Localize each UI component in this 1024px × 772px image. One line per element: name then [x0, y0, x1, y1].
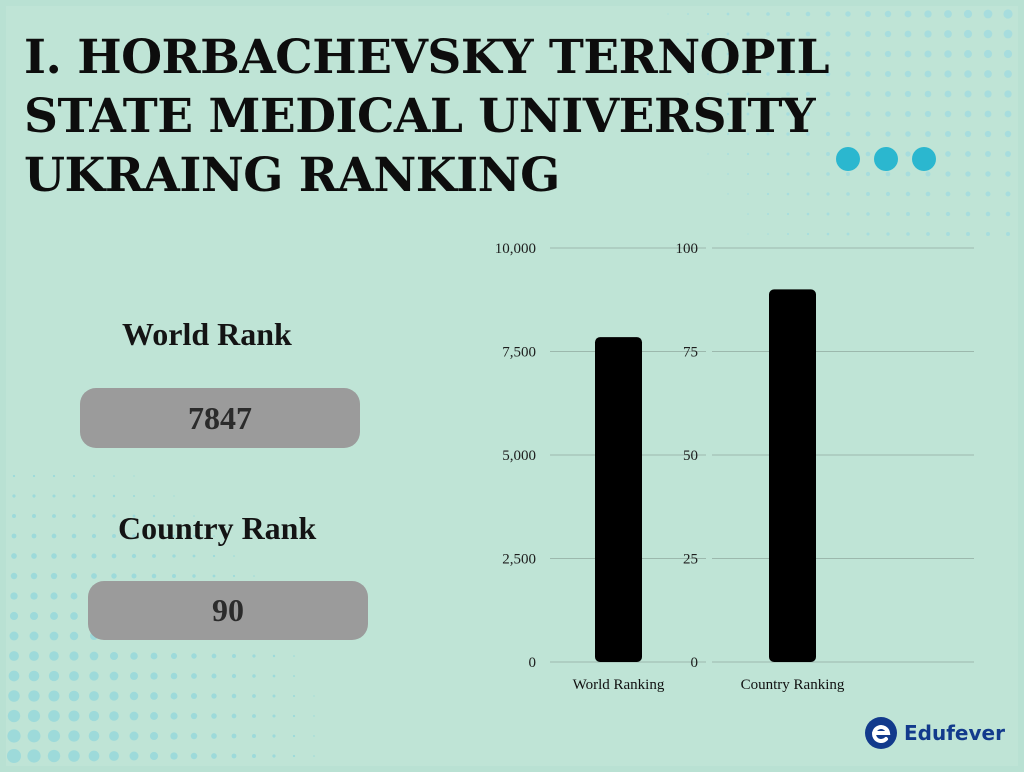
bar: [595, 337, 642, 662]
y-tick-label: 10,000: [495, 241, 536, 257]
infographic-canvas: I. HORBACHEVSKY TERNOPIL STATE MEDICAL U…: [6, 6, 1018, 766]
accent-dot: [912, 147, 936, 171]
title-line: I. HORBACHEVSKY TERNOPIL: [24, 30, 830, 85]
edufever-logo-text: Edufever: [904, 721, 1005, 745]
x-category-label: Country Ranking: [741, 677, 845, 693]
y-tick-label: 75: [683, 345, 698, 361]
ranking-bar-charts: 0 2,500 5,000 7,500 10,000 World Ranking 0 25 50…: [495, 241, 974, 693]
world-rank-value: 7847: [80, 388, 360, 448]
page-title: I. HORBACHEVSKY TERNOPIL STATE MEDICAL U…: [24, 28, 944, 205]
y-tick-label: 2,500: [502, 552, 536, 568]
y-tick-label: 100: [676, 241, 699, 257]
y-tick-label: 25: [683, 552, 698, 568]
y-tick-label: 50: [683, 448, 698, 464]
x-category-label: World Ranking: [573, 677, 665, 693]
y-tick-label: 5,000: [502, 448, 536, 464]
y-tick-label: 0: [691, 655, 699, 671]
accent-dot: [836, 147, 860, 171]
accent-dot: [874, 147, 898, 171]
accent-dots: [836, 147, 936, 171]
country-rank-value: 90: [88, 581, 368, 640]
edufever-logo-icon: [865, 717, 897, 749]
edufever-logo: Edufever: [864, 716, 1005, 750]
country-rank-label: Country Rank: [118, 510, 317, 546]
y-tick-label: 7,500: [502, 345, 536, 361]
world-rank-label: World Rank: [122, 316, 292, 352]
y-tick-label: 0: [529, 655, 537, 671]
bar: [769, 289, 816, 662]
title-line: STATE MEDICAL UNIVERSITY: [24, 89, 816, 144]
title-line: UKRAING RANKING: [24, 148, 560, 203]
